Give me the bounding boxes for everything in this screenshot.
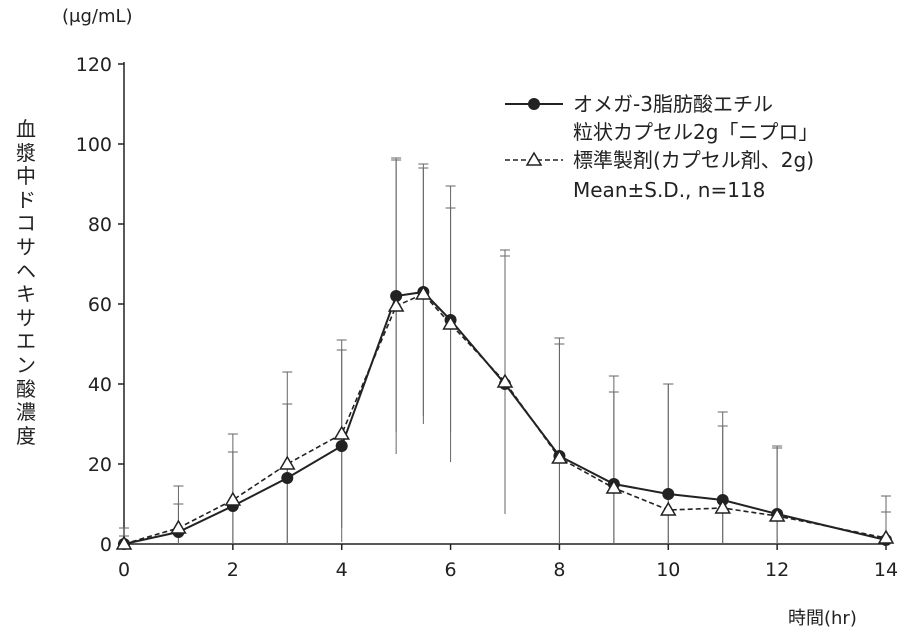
- data-point-reference: [496, 373, 514, 388]
- y-tick-label: 80: [88, 214, 112, 236]
- x-tick-label: 10: [656, 559, 680, 581]
- x-tick-label: 0: [118, 559, 130, 581]
- y-axis-label: 血漿中ドコサヘキサエン酸濃度: [16, 117, 36, 448]
- x-tick-label: 4: [336, 559, 348, 581]
- x-tick-label: 12: [765, 559, 789, 581]
- y-tick-label: 40: [88, 374, 112, 396]
- data-point-test: [281, 472, 294, 484]
- data-point-reference: [551, 449, 568, 464]
- legend-label-test-line2: 粒状カプセル2g「ニプロ」: [573, 120, 819, 144]
- data-point-reference: [659, 501, 677, 516]
- legend-label-test-line1: オメガ-3脂肪酸エチル: [573, 92, 773, 116]
- data-point-reference: [605, 479, 623, 494]
- data-point-reference: [442, 315, 459, 330]
- data-point-test: [662, 488, 675, 500]
- y-unit-label: (μg/mL): [62, 6, 133, 27]
- y-tick-label: 100: [76, 134, 112, 156]
- x-tick-label: 6: [445, 559, 457, 581]
- x-tick-label: 8: [553, 559, 565, 581]
- y-tick-label: 0: [100, 534, 112, 556]
- x-tick-label: 2: [227, 559, 239, 581]
- data-point-reference: [387, 297, 405, 312]
- legend-label-reference: 標準製剤(カプセル剤、2g): [573, 148, 815, 172]
- data-point-test: [335, 440, 348, 452]
- data-point-reference: [415, 285, 432, 300]
- y-tick-label: 60: [88, 294, 112, 316]
- stats-annotation: Mean±S.D., n=118: [573, 178, 766, 202]
- data-point-reference: [115, 535, 133, 550]
- data-point-reference: [224, 491, 242, 506]
- y-tick-label: 120: [76, 54, 112, 76]
- x-tick-label: 14: [874, 559, 898, 581]
- data-point-reference: [768, 507, 786, 522]
- data-point-reference: [877, 529, 895, 544]
- x-axis-label: 時間(hr): [788, 608, 857, 629]
- data-point-test: [390, 290, 403, 302]
- series-line-reference: [123, 293, 887, 545]
- y-tick-label: 20: [88, 454, 112, 476]
- data-point-reference: [170, 519, 187, 534]
- legend-swatch-solid-circle: [505, 98, 563, 110]
- data-point-reference: [714, 499, 732, 514]
- legend-swatch-dashed-triangle: [505, 151, 563, 166]
- data-point-reference: [278, 455, 296, 470]
- data-point-reference: [333, 425, 351, 440]
